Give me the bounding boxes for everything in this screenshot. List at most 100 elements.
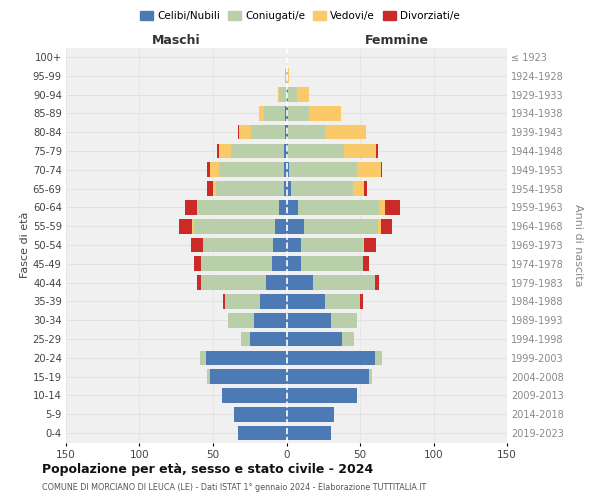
Bar [380, 162, 382, 177]
Bar [287, 313, 331, 328]
Bar [376, 144, 377, 158]
Bar [288, 106, 308, 120]
Bar [364, 181, 367, 196]
Text: Popolazione per età, sesso e stato civile - 2024: Popolazione per età, sesso e stato civil… [42, 462, 373, 475]
Bar [287, 219, 304, 234]
Text: Maschi: Maschi [152, 34, 200, 46]
Bar [287, 388, 357, 403]
Bar [207, 370, 210, 384]
Bar [379, 200, 385, 214]
Legend: Celibi/Nubili, Coniugati/e, Vedovi/e, Divorziati/e: Celibi/Nubili, Coniugati/e, Vedovi/e, Di… [137, 8, 463, 24]
Bar [193, 219, 194, 234]
Bar [194, 256, 201, 271]
Bar [201, 256, 272, 271]
Bar [287, 87, 288, 102]
Bar [219, 162, 284, 177]
Bar [289, 162, 357, 177]
Bar [301, 256, 363, 271]
Bar [219, 144, 230, 158]
Bar [285, 125, 287, 140]
Bar [207, 181, 213, 196]
Bar [230, 144, 284, 158]
Bar [357, 162, 380, 177]
Bar [238, 125, 239, 140]
Bar [251, 125, 285, 140]
Bar [304, 219, 377, 234]
Bar [287, 200, 298, 214]
Bar [260, 294, 287, 309]
Bar [194, 219, 275, 234]
Bar [222, 388, 287, 403]
Bar [223, 294, 225, 309]
Bar [353, 181, 364, 196]
Bar [278, 87, 279, 102]
Bar [273, 238, 287, 252]
Bar [254, 313, 287, 328]
Bar [287, 332, 343, 346]
Bar [213, 181, 216, 196]
Bar [360, 294, 363, 309]
Bar [238, 426, 287, 440]
Bar [291, 181, 353, 196]
Bar [287, 407, 334, 422]
Bar [225, 294, 260, 309]
Bar [284, 144, 287, 158]
Bar [285, 106, 287, 120]
Bar [364, 238, 376, 252]
Bar [308, 106, 341, 120]
Bar [239, 125, 251, 140]
Bar [265, 106, 285, 120]
Bar [185, 200, 197, 214]
Text: COMUNE DI MORCIANO DI LEUCA (LE) - Dati ISTAT 1° gennaio 2024 - Elaborazione TUT: COMUNE DI MORCIANO DI LEUCA (LE) - Dati … [42, 484, 426, 492]
Y-axis label: Fasce di età: Fasce di età [20, 212, 30, 278]
Bar [279, 87, 287, 102]
Bar [198, 200, 279, 214]
Bar [344, 144, 376, 158]
Bar [343, 332, 354, 346]
Bar [287, 144, 288, 158]
Bar [287, 256, 301, 271]
Bar [287, 125, 288, 140]
Bar [331, 313, 357, 328]
Text: Femmine: Femmine [365, 34, 429, 46]
Bar [284, 162, 287, 177]
Bar [210, 162, 219, 177]
Bar [201, 276, 266, 290]
Bar [325, 125, 366, 140]
Bar [228, 313, 254, 328]
Bar [250, 332, 287, 346]
Bar [217, 144, 219, 158]
Bar [377, 219, 380, 234]
Bar [179, 219, 193, 234]
Bar [207, 162, 210, 177]
Bar [313, 276, 374, 290]
Bar [275, 219, 287, 234]
Bar [233, 407, 287, 422]
Bar [284, 181, 287, 196]
Bar [191, 238, 203, 252]
Bar [197, 200, 198, 214]
Bar [287, 350, 375, 365]
Bar [200, 350, 206, 365]
Bar [287, 238, 301, 252]
Bar [301, 238, 363, 252]
Bar [266, 276, 287, 290]
Bar [287, 181, 291, 196]
Bar [287, 370, 369, 384]
Bar [297, 87, 308, 102]
Bar [375, 276, 379, 290]
Bar [288, 144, 344, 158]
Bar [216, 181, 284, 196]
Bar [210, 370, 287, 384]
Bar [363, 256, 369, 271]
Bar [203, 238, 273, 252]
Bar [363, 238, 364, 252]
Bar [287, 162, 289, 177]
Y-axis label: Anni di nascita: Anni di nascita [574, 204, 583, 286]
Bar [288, 87, 297, 102]
Bar [285, 68, 287, 83]
Bar [197, 276, 201, 290]
Bar [241, 332, 250, 346]
Bar [259, 106, 265, 120]
Bar [369, 370, 372, 384]
